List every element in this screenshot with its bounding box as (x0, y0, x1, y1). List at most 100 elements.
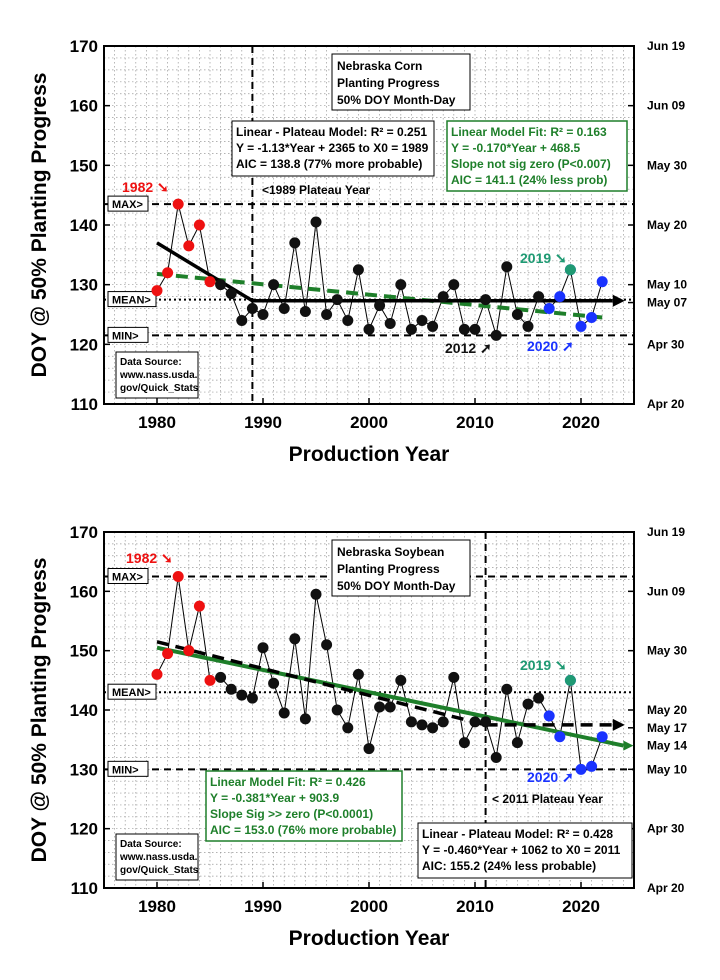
data-point (183, 240, 195, 252)
plateau-model-text: Y = -0.460*Year + 1062 to X0 = 2011 (422, 843, 621, 857)
plateau-year-label: <1989 Plateau Year (262, 183, 371, 197)
x-tick-label: 1980 (138, 413, 176, 432)
data-point (321, 639, 333, 651)
linear-model-text: Y = -0.170*Year + 468.5 (451, 141, 581, 155)
data-point (310, 216, 322, 228)
subtitle-box (331, 53, 471, 111)
data-point (246, 303, 258, 315)
data-point (575, 763, 587, 775)
linear-model-text: Slope not sig zero (P<0.007) (451, 157, 611, 171)
subtitle-box (331, 539, 471, 597)
data-point (405, 323, 417, 335)
data-point (225, 683, 237, 695)
source-text: Data Source: (120, 839, 182, 850)
data-point (490, 751, 502, 763)
x-tick-label: 2020 (562, 413, 600, 432)
y-axis-label: DOY @ 50% Planting Progress (28, 558, 51, 863)
linear-model-text: AIC = 153.0 (76% more probable) (210, 823, 396, 837)
y-tick-label: 130 (70, 276, 98, 295)
right-tick-label: Jun 19 (647, 39, 685, 53)
data-point (310, 588, 322, 600)
plateau-model-text: AIC: 155.2 (24% less probable) (422, 859, 596, 873)
right-tick-label: May 17 (647, 721, 687, 735)
right-tick-label: Jun 09 (647, 99, 685, 113)
right-tick-label: Jun 09 (647, 584, 685, 598)
right-tick-label: Apr 20 (647, 881, 685, 895)
data-point (363, 323, 375, 335)
data-point (416, 719, 428, 731)
x-axis-label: Production Year (289, 443, 450, 466)
plateau-model-text: Y = -1.13*Year + 2365 to X0 = 1989 (236, 141, 429, 155)
data-point (172, 198, 184, 210)
data-point (299, 713, 311, 725)
max-label: MAX> (112, 572, 143, 584)
year-callout: 2012 ➚ (445, 340, 492, 356)
x-tick-label: 2010 (456, 413, 494, 432)
y-axis-label: DOY @ 50% Planting Progress (28, 73, 51, 378)
data-point (204, 276, 216, 288)
plateau-model-arrow (612, 718, 625, 731)
data-point (501, 683, 513, 695)
data-point (215, 279, 227, 291)
x-tick-label: 1990 (244, 413, 282, 432)
chart-panel-soybean: 110 120 130 140 150 160 170 1980 1990 2000 2010 202… (28, 523, 687, 950)
data-point (352, 264, 364, 276)
data-point (236, 314, 248, 326)
data-point (554, 731, 566, 743)
data-point (236, 689, 248, 701)
x-tick-label: 2020 (562, 897, 600, 916)
chart-subtitle: 50% DOY Month-Day (337, 93, 456, 107)
plateau-model-text: Linear - Plateau Model: R² = 0.428 (422, 827, 613, 841)
year-callout: 2019 ➘ (520, 250, 567, 266)
linear-model-box (446, 120, 628, 192)
right-tick-label: May 30 (647, 644, 687, 658)
data-point (363, 743, 375, 755)
right-tick-label: May 20 (647, 703, 687, 717)
data-point (268, 677, 280, 689)
min-label-box (107, 326, 149, 343)
data-point-highlight (564, 264, 576, 276)
data-point (469, 323, 481, 335)
data-point (480, 716, 492, 728)
source-text: Data Source: (120, 357, 182, 368)
data-point (331, 294, 343, 306)
data-point (151, 285, 163, 297)
max-label: MAX> (112, 199, 143, 211)
plateau-model-box (417, 822, 633, 879)
data-point (448, 671, 460, 683)
data-point (480, 294, 492, 306)
data-point (586, 311, 598, 323)
data-point (257, 642, 269, 654)
x-tick-label: 2000 (350, 897, 388, 916)
data-point (204, 674, 216, 686)
right-tick-label: May 10 (647, 762, 687, 776)
source-box (115, 351, 199, 399)
data-point (321, 309, 333, 320)
chart-title: Nebraska Corn (337, 59, 422, 73)
mean-label: MEAN> (112, 295, 151, 307)
data-point (257, 309, 269, 320)
y-tick-label: 170 (70, 523, 98, 542)
plateau-model-box (231, 120, 435, 177)
data-point (342, 314, 354, 326)
data-point (501, 261, 513, 273)
max-label-box (107, 568, 149, 584)
linear-model-box (205, 770, 403, 842)
y-tick-label: 120 (70, 820, 98, 839)
chart-subtitle: Planting Progress (337, 562, 440, 576)
data-point (437, 291, 449, 303)
source-box (115, 833, 199, 881)
data-point-highlight (564, 674, 576, 686)
data-point (554, 291, 566, 303)
source-text: www.nass.usda. (119, 370, 198, 381)
x-tick-label: 1990 (244, 897, 282, 916)
y-tick-label: 140 (70, 701, 98, 720)
y-tick-label: 120 (70, 335, 98, 354)
linear-model-text: Linear Model Fit: R² = 0.163 (451, 125, 607, 139)
chart-subtitle: 50% DOY Month-Day (337, 579, 456, 593)
data-point (215, 671, 227, 683)
data-point (278, 303, 290, 315)
source-text: gov/Quick_Stats (120, 383, 199, 394)
right-tick-label-green: May 14 (647, 739, 687, 753)
data-point (458, 323, 470, 335)
